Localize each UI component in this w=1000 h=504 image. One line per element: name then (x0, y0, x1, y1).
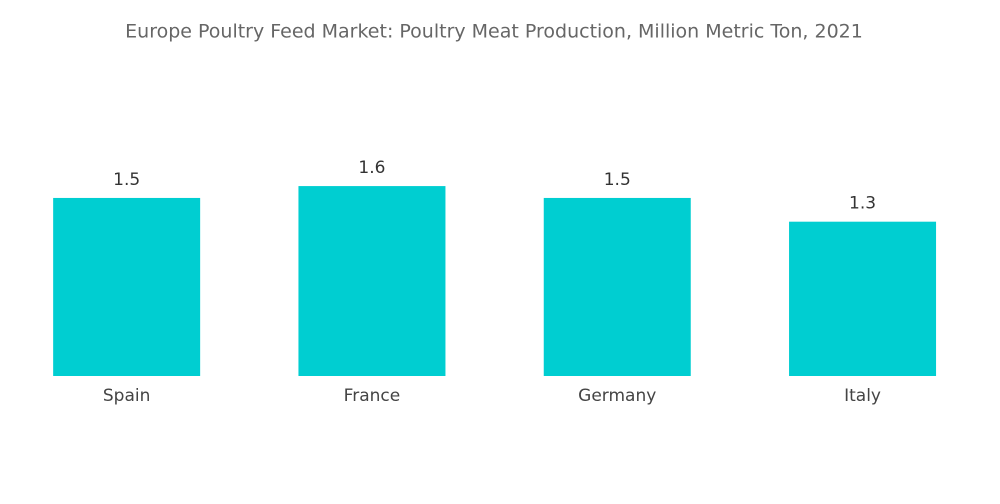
x-tick-label: Germany (578, 386, 656, 406)
value-label: 1.5 (113, 170, 140, 190)
bar (543, 197, 691, 376)
value-label: 1.5 (604, 170, 631, 190)
x-tick-label: France (344, 386, 401, 406)
bar (298, 186, 446, 376)
bar (53, 197, 201, 376)
x-tick-label: Spain (103, 386, 151, 406)
value-label: 1.6 (358, 158, 385, 178)
x-tick-label: Italy (844, 386, 881, 406)
chart-title: Europe Poultry Feed Market: Poultry Meat… (125, 21, 863, 43)
value-label: 1.3 (849, 194, 876, 214)
bar (789, 221, 937, 376)
